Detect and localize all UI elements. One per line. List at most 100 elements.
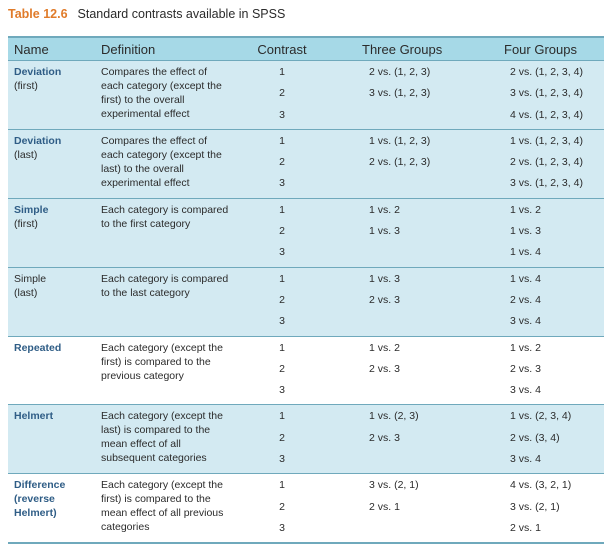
contrast-name-qualifier: (first) [14, 80, 38, 92]
cell-name: Repeated [8, 336, 95, 406]
contrast-number: 1 [279, 203, 285, 216]
contrast-number: 3 [279, 246, 285, 259]
three-group-value: 2 vs. 3 [369, 293, 400, 306]
contrast-number: 3 [279, 384, 285, 397]
three-group-value: 1 vs. 3 [369, 272, 400, 285]
contrast-number: 1 [279, 134, 285, 147]
cell-four-groups: 1 vs. 2 1 vs. 3 1 vs. 4 [464, 198, 604, 268]
contrast-number: 1 [279, 410, 285, 423]
cell-four-groups: 1 vs. (2, 3, 4) 2 vs. (3, 4) 3 vs. 4 [464, 404, 604, 475]
contrast-name: Difference (reverse Helmert) [14, 479, 66, 520]
contrast-name-qualifier: (first) [14, 217, 38, 230]
cell-definition: Each category (except the first) is comp… [95, 473, 238, 544]
three-group-value [332, 108, 458, 129]
cell-contrast: 1 2 3 [238, 336, 326, 406]
contrast-number: 3 [279, 177, 285, 190]
contrast-number: 1 [279, 66, 285, 78]
cell-name: Simple (last) [8, 267, 95, 337]
header-name: Name [8, 36, 95, 61]
contrast-name: Simple [14, 203, 49, 216]
cell-definition: Each category is compared to the first c… [95, 198, 238, 268]
three-group-value: 1 vs. 2 [369, 203, 400, 216]
contrast-name: Helmert [14, 410, 54, 423]
cell-three-groups: 1 vs. 3 2 vs. 3 [326, 267, 464, 337]
four-group-value: 3 vs. 4 [510, 384, 541, 397]
three-group-value: 1 vs. (2, 3) [369, 410, 419, 423]
table-title: Standard contrasts available in SPSS [77, 7, 286, 21]
contrast-number: 1 [279, 272, 285, 285]
header-four-groups: Four Groups [464, 36, 604, 61]
three-group-value [332, 176, 458, 197]
contrast-number: 3 [279, 315, 285, 328]
cell-three-groups: 1 vs. 2 1 vs. 3 [326, 198, 464, 268]
contrast-number: 2 [279, 500, 285, 513]
table-body: Deviation (first) Compares the effect of … [8, 60, 604, 544]
four-group-value: 3 vs. (1, 2, 3, 4) [510, 177, 583, 190]
contrast-name-qualifier: (last) [14, 286, 38, 299]
contrast-name: Deviation [14, 134, 62, 147]
three-group-value: 1 vs. 2 [369, 341, 400, 354]
cell-name: Simple (first) [8, 198, 95, 268]
three-group-value [332, 452, 458, 473]
cell-contrast: 1 2 3 [238, 473, 326, 544]
cell-four-groups: 4 vs. (3, 2, 1) 3 vs. (2, 1) 2 vs. 1 [464, 473, 604, 544]
four-group-value: 1 vs. 2 [510, 203, 541, 216]
four-group-value: 4 vs. (1, 2, 3, 4) [510, 108, 583, 121]
definition-text: Each category (except the first) is comp… [101, 341, 223, 382]
four-group-value: 2 vs. 3 [510, 362, 541, 375]
cell-four-groups: 1 vs. 2 2 vs. 3 3 vs. 4 [464, 336, 604, 406]
four-group-value: 3 vs. (2, 1) [510, 500, 560, 513]
three-group-value: 2 vs. 3 [369, 431, 400, 444]
four-group-value: 1 vs. 4 [510, 246, 541, 259]
contrast-name: Simple [14, 272, 47, 285]
four-group-value: 3 vs. 4 [510, 453, 541, 466]
cell-three-groups: 3 vs. (2, 1) 2 vs. 1 [326, 473, 464, 544]
cell-name: Deviation (last) [8, 129, 95, 199]
contrast-number: 2 [279, 225, 285, 238]
table-row: Simple (first) Each category is compared … [8, 198, 604, 268]
contrast-number: 2 [279, 293, 285, 306]
table-number: Table 12.6 [8, 7, 68, 21]
three-group-value: 3 vs. (2, 1) [369, 479, 419, 492]
four-group-value: 1 vs. (1, 2, 3, 4) [510, 134, 583, 147]
contrast-number: 2 [279, 156, 285, 169]
three-group-value [332, 383, 458, 404]
definition-text: Each category (except the first) is comp… [101, 479, 224, 534]
definition-text: Each category is compared to the first c… [101, 203, 229, 230]
cell-name: Deviation (first) [8, 60, 95, 130]
three-group-value: 3 vs. (1, 2, 3) [369, 87, 431, 100]
three-group-value: 1 vs. (1, 2, 3) [369, 134, 431, 147]
four-group-value: 1 vs. 2 [510, 341, 541, 354]
contrast-number: 1 [279, 341, 285, 354]
cell-definition: Each category is compared to the last ca… [95, 267, 238, 337]
table-row: Difference (reverse Helmert) Each catego… [8, 473, 604, 544]
four-group-value: 1 vs. (2, 3, 4) [510, 410, 572, 423]
three-group-value: 1 vs. 3 [369, 225, 400, 238]
table-row: Helmert Each category (except the last) … [8, 404, 604, 475]
cell-contrast: 1 2 3 [238, 60, 326, 130]
header-definition: Definition [95, 36, 238, 61]
contrast-name-qualifier: (last) [14, 148, 38, 161]
cell-three-groups: 2 vs. (1, 2, 3) 3 vs. (1, 2, 3) [326, 60, 464, 130]
cell-three-groups: 1 vs. (2, 3) 2 vs. 3 [326, 404, 464, 475]
contrast-number: 2 [279, 431, 285, 444]
header-contrast: Contrast [238, 36, 326, 61]
four-group-value: 1 vs. 4 [510, 272, 541, 285]
three-group-value [332, 521, 458, 542]
cell-contrast: 1 2 3 [238, 198, 326, 268]
table-row: Deviation (last) Compares the effect of e… [8, 129, 604, 199]
four-group-value: 3 vs. 4 [510, 315, 541, 328]
table-caption: Table 12.6 Standard contrasts available i… [8, 7, 285, 21]
four-group-value: 3 vs. (1, 2, 3, 4) [510, 87, 583, 100]
three-group-value [332, 314, 458, 335]
three-group-value [332, 245, 458, 266]
contrast-name: Deviation [14, 66, 62, 78]
four-group-value: 2 vs. 4 [510, 293, 541, 306]
cell-definition: Each category (except the last) is compa… [95, 404, 238, 475]
contrast-number: 1 [279, 479, 285, 492]
cell-definition: Each category (except the first) is comp… [95, 336, 238, 406]
definition-text: Compares the effect of each category (ex… [101, 134, 222, 189]
contrast-name: Repeated [14, 341, 62, 354]
contrast-number: 3 [279, 521, 285, 534]
definition-text: Each category (except the last) is compa… [101, 410, 223, 465]
